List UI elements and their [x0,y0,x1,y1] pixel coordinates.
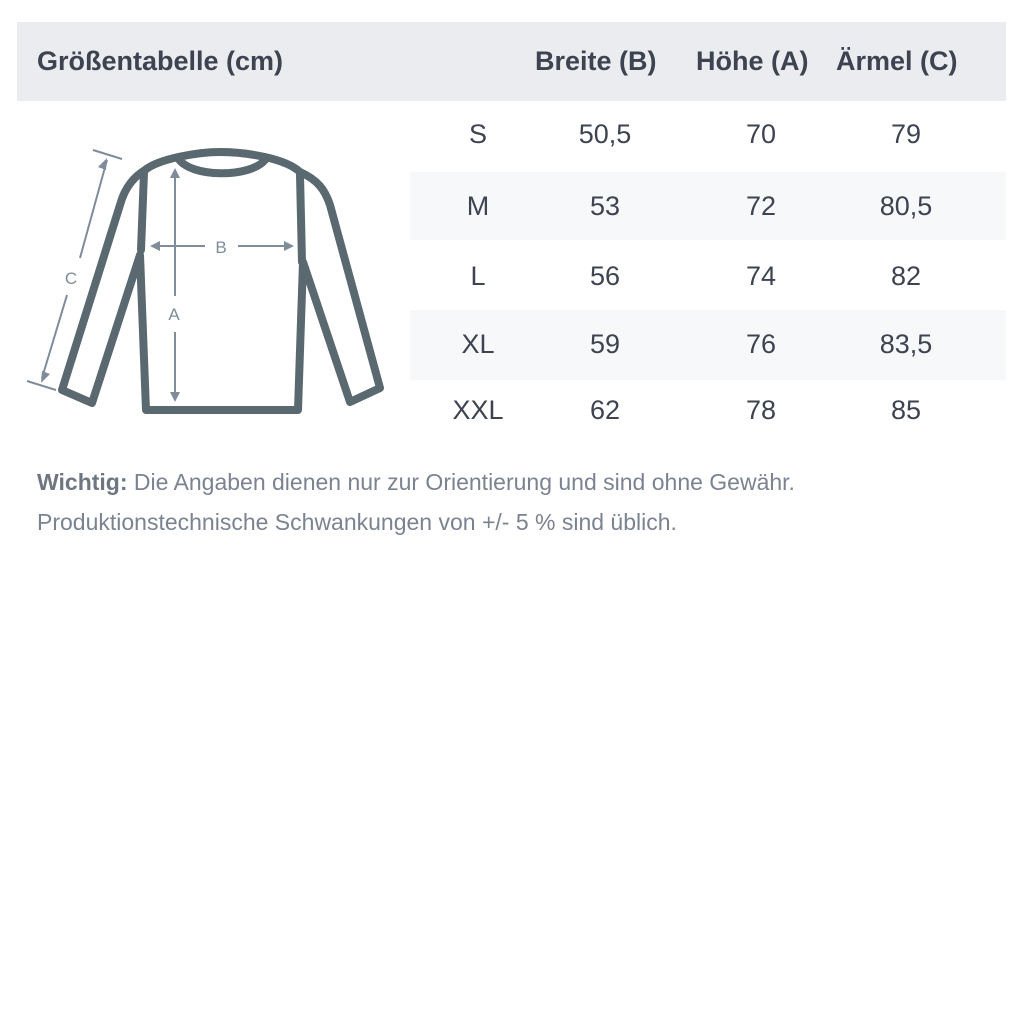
table-header [17,22,1006,101]
cell-aermel: 82 [890,261,922,291]
cell-breite: 59 [589,329,621,359]
cell-breite: 62 [589,395,621,425]
cell-aermel: 83,5 [879,329,933,359]
cell-breite: 53 [589,191,621,221]
measurement-arrows [26,149,294,402]
sweater-diagram: B A C [26,148,384,414]
note-line1: Die Angaben dienen nur zur Orientierung … [127,469,795,495]
cell-hoehe: 74 [745,261,777,291]
row-stripe [410,172,1006,240]
sweater-outline [58,148,384,414]
size-label: L [470,261,486,291]
label-b: B [215,238,226,257]
size-label: XL [461,329,495,359]
row-stripe [410,310,1006,380]
note-bold: Wichtig: [37,469,128,495]
column-header-hoehe: Höhe (A) [696,46,809,76]
disclaimer-note: Wichtig: Die Angaben dienen nur zur Orie… [37,462,795,542]
cell-breite: 50,5 [578,119,632,149]
note-line2: Produktionstechnische Schwankungen von +… [37,509,677,535]
cell-hoehe: 78 [745,395,777,425]
cell-hoehe: 70 [745,119,777,149]
label-c: C [65,269,77,288]
column-header-aermel: Ärmel (C) [836,46,958,76]
size-label: M [466,191,490,221]
size-label: XXL [452,395,504,425]
cell-hoehe: 76 [745,329,777,359]
page-title: Größentabelle (cm) [37,46,284,76]
size-label: S [468,119,488,149]
cell-breite: 56 [589,261,621,291]
cell-aermel: 85 [890,395,922,425]
column-header-breite: Breite (B) [535,46,657,76]
cell-aermel: 80,5 [879,191,933,221]
cell-aermel: 79 [890,119,922,149]
cell-hoehe: 72 [745,191,777,221]
label-a: A [168,305,180,324]
